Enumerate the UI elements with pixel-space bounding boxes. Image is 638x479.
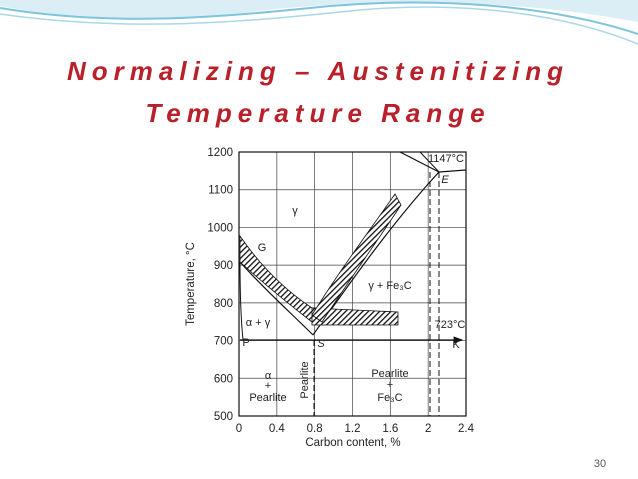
a3-line <box>239 261 314 336</box>
phase-diagram: 0 0.4 0.8 1.2 1.6 2 2.4 500 600 700 800 900 1000 1100… <box>178 140 476 452</box>
region-label: Pearlite <box>249 392 286 404</box>
liquidus <box>399 151 440 173</box>
x-tick-label: 2 <box>425 423 431 435</box>
region-label: Pearlite <box>299 361 311 398</box>
y-tick-label: 1100 <box>208 185 233 197</box>
x-tick-label: 0 <box>236 423 242 435</box>
region-label: γ <box>292 205 298 217</box>
y-tick-label: 800 <box>214 298 233 310</box>
point-label: S <box>317 338 325 350</box>
normalizing-band <box>311 307 399 326</box>
x-tick-label: 1.6 <box>382 423 398 435</box>
temp-label: 1147°C <box>428 153 464 165</box>
y-tick-label: 500 <box>214 411 233 423</box>
x-tick-label: 0.8 <box>307 423 323 435</box>
y-tick-label: 900 <box>214 260 233 272</box>
title-line: Normalizing – Austenitizing <box>67 56 569 86</box>
y-tick-label: 600 <box>214 373 233 385</box>
title-line: Temperature Range <box>145 98 490 128</box>
x-tick-label: 1.2 <box>345 423 361 435</box>
page-number: 30 <box>594 458 606 470</box>
region-label: α + γ <box>246 317 271 329</box>
y-axis-label: Temperature, °C <box>185 242 197 326</box>
wave-line <box>0 1 638 35</box>
wave-line <box>0 6 638 45</box>
x-tick-label: 0.4 <box>269 423 286 435</box>
normalizing-band <box>311 193 402 323</box>
y-tick-label: 1000 <box>207 222 233 234</box>
region-label: + <box>387 379 393 391</box>
region-label: Fe₃C <box>377 392 402 404</box>
x-axis-label: Carbon content, % <box>305 437 400 449</box>
region-label: Pearlite <box>371 368 408 380</box>
region-label: + <box>265 380 271 392</box>
solidus <box>438 169 467 173</box>
region-label: γ + Fe₃C <box>368 280 411 292</box>
point-label: G <box>258 242 267 254</box>
temp-label: 723°C <box>435 319 466 331</box>
y-tick-label: 1200 <box>207 147 233 159</box>
x-tick-label: 2.4 <box>458 423 475 435</box>
point-label: K <box>452 339 460 351</box>
wave <box>0 0 638 22</box>
plot-frame <box>238 151 467 417</box>
region-label: α <box>265 370 272 382</box>
point-label: P <box>242 337 249 349</box>
y-tick-label: 700 <box>214 336 233 348</box>
boundary <box>419 151 440 173</box>
alpha-line <box>239 261 244 341</box>
point-label: E <box>441 174 449 186</box>
